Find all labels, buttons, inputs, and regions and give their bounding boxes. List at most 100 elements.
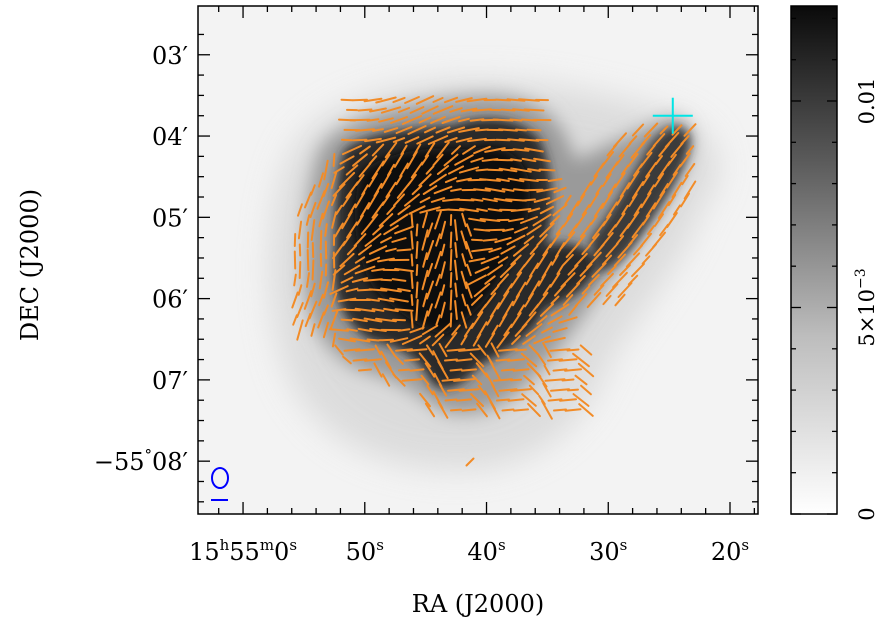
polarization-vector [340, 276, 354, 284]
polarization-vector [628, 193, 638, 207]
x-tick-label: 40s [467, 536, 505, 566]
polarization-vector [484, 147, 506, 153]
polarization-vector [474, 266, 490, 274]
polarization-vector [406, 348, 428, 352]
polarization-vector [539, 303, 555, 317]
polarization-vector [389, 337, 409, 343]
polarization-vector [498, 167, 518, 173]
polarization-vector [380, 287, 402, 293]
polarization-vector [495, 138, 511, 142]
y-tick-label: 07′ [152, 367, 188, 395]
polarization-vector [465, 241, 473, 259]
polarization-vector [536, 315, 548, 325]
polarization-vector [368, 172, 378, 188]
polarization-vector [601, 254, 613, 266]
polarization-vector [368, 155, 378, 165]
polarization-vector [462, 145, 476, 155]
polarization-vector [444, 331, 458, 349]
polarization-vector [617, 241, 633, 259]
polarization-vector [430, 197, 446, 203]
polarization-vector [640, 232, 652, 248]
polarization-vector [343, 264, 361, 276]
polarization-vector [342, 193, 352, 207]
polarization-vector [593, 162, 605, 178]
polarization-vector [357, 108, 373, 112]
polarization-vector [488, 247, 502, 253]
polarization-vector [658, 143, 670, 157]
polarization-vector [386, 343, 396, 357]
polarization-vector [454, 219, 458, 241]
polarization-vector [496, 178, 510, 182]
polarization-vector [450, 188, 462, 192]
cyan-cross-marker [652, 97, 693, 134]
polarization-vector [363, 278, 383, 282]
polarization-vector [581, 204, 591, 216]
polarization-vector [466, 97, 488, 103]
polarization-vector [544, 336, 566, 344]
polarization-vector [334, 222, 344, 238]
polarization-vector [393, 152, 405, 168]
polarization-vector [493, 378, 513, 382]
polarization-vector [479, 178, 501, 182]
polarization-vector [476, 208, 488, 212]
polarization-vector [470, 393, 484, 407]
polarization-vector [446, 348, 466, 352]
polarization-vector [409, 326, 425, 334]
polarization-vector [435, 233, 441, 247]
polarization-vector [409, 368, 425, 372]
polarization-vector [446, 126, 466, 134]
x-tick-label: 50s [346, 536, 384, 566]
polarization-vector [332, 153, 336, 167]
polarization-vector [372, 128, 384, 132]
polarization-vector [522, 335, 536, 345]
polarization-vector [407, 125, 427, 135]
polarization-vector [458, 127, 480, 133]
polarization-vector [523, 235, 535, 245]
polarization-vector [432, 97, 444, 103]
polarization-vector [310, 282, 316, 298]
polarization-vector [647, 225, 655, 235]
polarization-vector [429, 173, 447, 187]
polarization-vector [426, 384, 434, 396]
polarization-vector [641, 174, 651, 186]
polarization-vector [537, 354, 547, 366]
plot-frame [197, 5, 759, 515]
polarization-vector [316, 190, 326, 210]
polarization-vector [542, 284, 552, 296]
polarization-vector [490, 382, 500, 398]
polarization-vector [430, 116, 446, 124]
polarization-vector [588, 192, 600, 208]
polarization-vector [612, 271, 628, 289]
polarization-vector [499, 262, 517, 278]
polarization-vector [380, 278, 392, 282]
polarization-vector [503, 323, 513, 337]
polarization-vector [489, 400, 501, 420]
polarization-vector [493, 158, 513, 162]
polarization-vector [574, 374, 588, 386]
polarization-vector [455, 358, 473, 362]
polarization-vector [392, 96, 406, 104]
polarization-vector [527, 402, 541, 418]
polarization-vector [339, 252, 355, 268]
polarization-vector [331, 332, 337, 348]
polarization-vector [374, 344, 382, 356]
polarization-vector [436, 141, 450, 159]
polarization-vector [335, 204, 343, 216]
polarization-vector [547, 398, 563, 402]
polarization-vector [533, 197, 551, 203]
polarization-vector [373, 362, 383, 378]
polarization-vector [458, 388, 480, 392]
polarization-vector [549, 232, 561, 248]
polarization-vector [528, 303, 540, 317]
polarization-vector [383, 224, 399, 236]
polarization-vector [444, 176, 458, 184]
polarization-vector [438, 342, 448, 358]
polarization-vector [391, 237, 407, 243]
polarization-vector [410, 294, 414, 306]
y-axis-title: DEC (J2000) [16, 189, 44, 341]
polarization-vector [397, 328, 411, 332]
polarization-vector [607, 183, 617, 197]
polarization-vector [318, 270, 324, 290]
polarization-vector [641, 255, 651, 265]
colorbar-labels: 0 5×10−3 0.01 [853, 78, 879, 521]
